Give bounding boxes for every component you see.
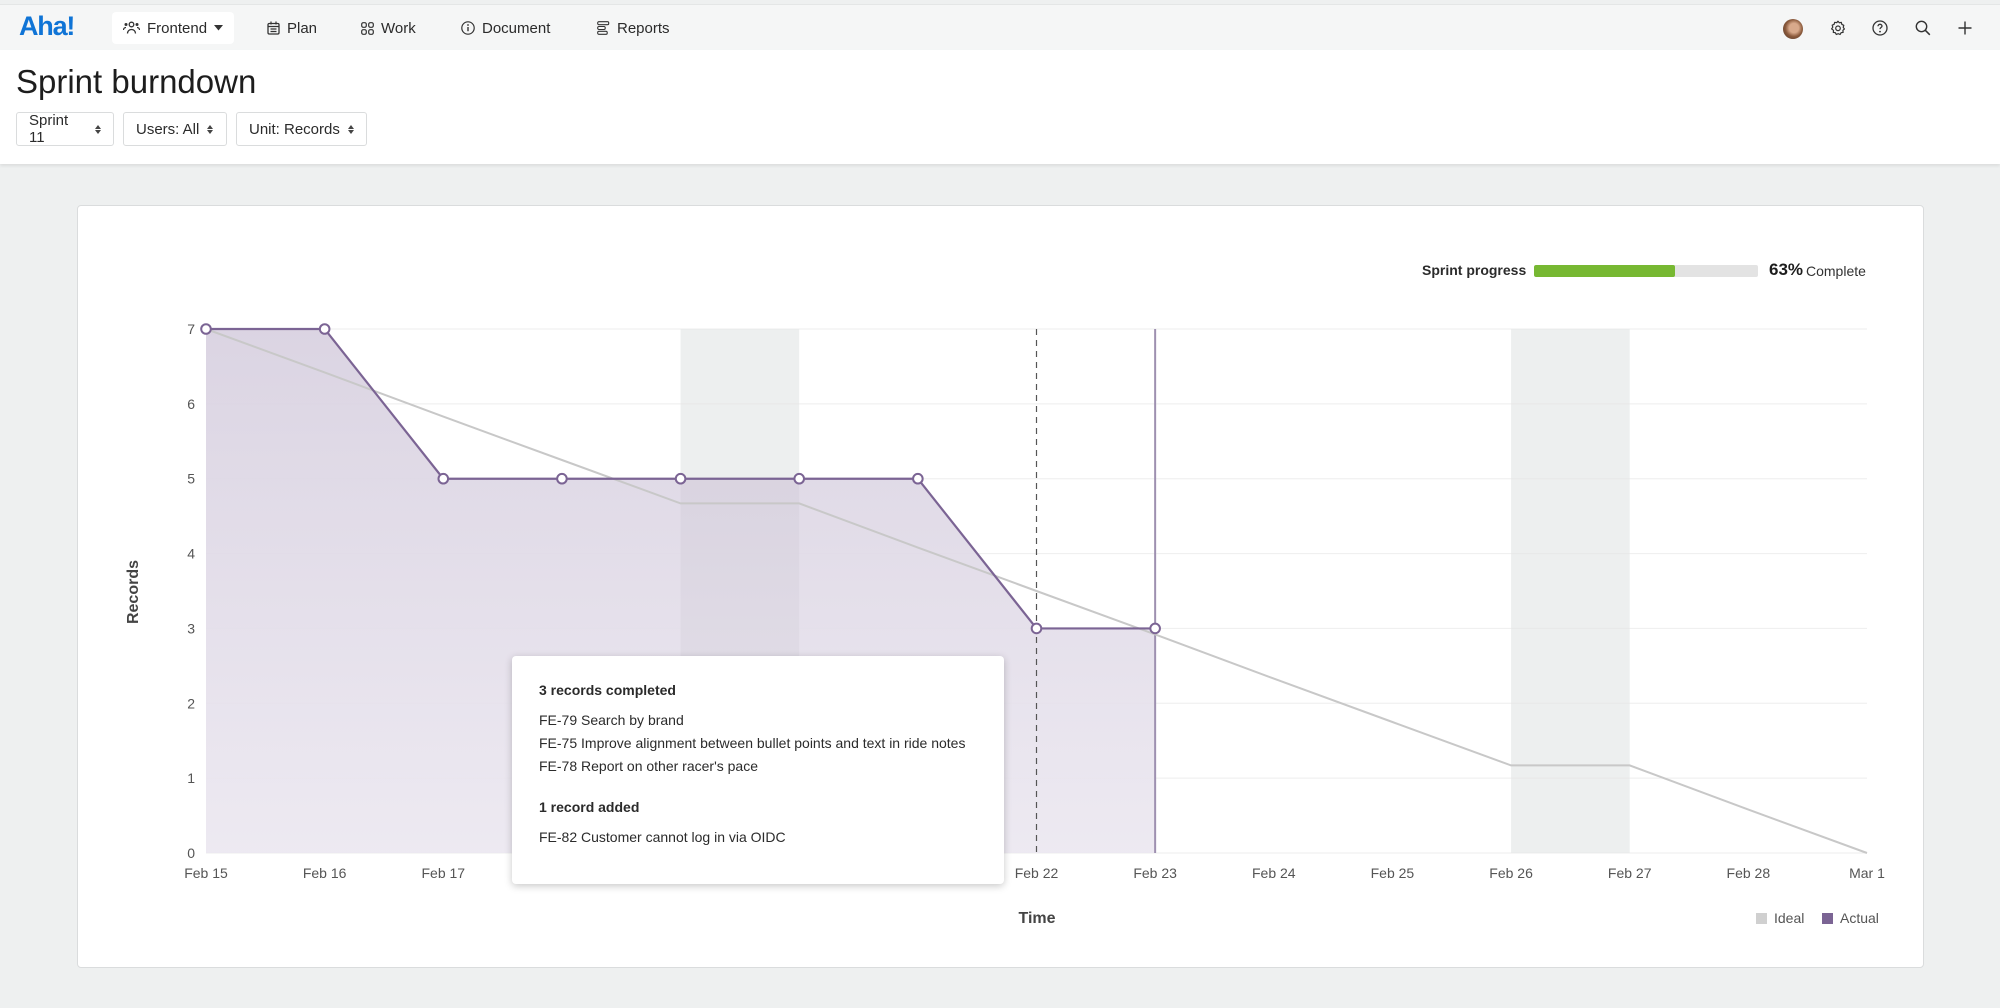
ideal-line bbox=[205, 328, 1868, 854]
sprint-progress-bar bbox=[1534, 265, 1758, 277]
sort-arrows-icon bbox=[347, 124, 354, 134]
legend-actual[interactable]: Actual bbox=[1822, 910, 1879, 926]
svg-text:Feb 27: Feb 27 bbox=[1608, 865, 1652, 881]
info-icon bbox=[461, 21, 475, 35]
tooltip-added-heading: 1 record added bbox=[539, 799, 640, 815]
svg-text:Feb 24: Feb 24 bbox=[1252, 865, 1296, 881]
tooltip-completed-item: FE-78 Report on other racer's pace bbox=[539, 758, 759, 774]
workspace-label: Frontend bbox=[147, 19, 208, 37]
tooltip-completed-item: FE-75 Improve alignment between bullet p… bbox=[539, 735, 966, 751]
svg-text:7: 7 bbox=[187, 321, 195, 337]
nav-plan[interactable]: Plan bbox=[256, 12, 328, 44]
sprint-select[interactable]: Sprint 11 bbox=[16, 112, 114, 146]
svg-text:2: 2 bbox=[187, 695, 195, 711]
svg-text:5: 5 bbox=[187, 471, 195, 487]
svg-text:Feb 23: Feb 23 bbox=[1133, 865, 1177, 881]
svg-text:Feb 17: Feb 17 bbox=[421, 865, 465, 881]
ideal-swatch bbox=[1756, 912, 1767, 924]
page-title: Sprint burndown bbox=[16, 63, 257, 100]
svg-text:Feb 26: Feb 26 bbox=[1489, 865, 1533, 881]
y-axis-ticks: 0 1 2 3 4 5 6 7 bbox=[187, 321, 195, 861]
sprint-progress-complete-text: Complete bbox=[1806, 263, 1866, 279]
chart-tooltip: 3 records completed FE-79 Search by bran… bbox=[512, 656, 1004, 884]
nav-plan-label: Plan bbox=[287, 19, 318, 37]
sprint-progress-label: Sprint progress bbox=[1422, 262, 1527, 278]
aha-logo[interactable]: Aha! bbox=[19, 11, 75, 41]
users-select-label: Users: All bbox=[136, 120, 200, 138]
svg-text:Mar 1: Mar 1 bbox=[1849, 865, 1885, 881]
svg-text:1: 1 bbox=[187, 770, 195, 786]
svg-text:Feb 22: Feb 22 bbox=[1015, 865, 1059, 881]
workspace-switcher[interactable]: Frontend bbox=[112, 12, 235, 44]
legend-ideal[interactable]: Ideal bbox=[1756, 910, 1804, 926]
team-icon bbox=[123, 21, 140, 35]
help-icon[interactable] bbox=[1869, 17, 1891, 39]
actual-swatch bbox=[1822, 912, 1833, 924]
reports-icon bbox=[597, 21, 610, 35]
search-icon[interactable] bbox=[1912, 17, 1934, 39]
top-nav-bar: Aha! Frontend Plan Work Document Reports bbox=[0, 4, 2000, 50]
nav-document[interactable]: Document bbox=[450, 12, 561, 44]
sprint-progress-fill bbox=[1534, 265, 1676, 277]
nav-document-label: Document bbox=[482, 19, 551, 37]
svg-text:Feb 28: Feb 28 bbox=[1727, 865, 1771, 881]
svg-text:6: 6 bbox=[187, 396, 195, 412]
nav-reports-label: Reports bbox=[617, 19, 670, 37]
actual-data-points[interactable] bbox=[200, 323, 1161, 635]
page-header: Sprint burndown Sprint 11 Users: All Uni… bbox=[0, 50, 2000, 164]
sort-arrows-icon bbox=[95, 124, 101, 134]
avatar[interactable] bbox=[1783, 19, 1803, 39]
unit-select[interactable]: Unit: Records bbox=[236, 112, 367, 146]
x-axis-title: Time bbox=[1018, 910, 1055, 927]
unit-select-label: Unit: Records bbox=[249, 120, 340, 138]
plus-icon[interactable] bbox=[1954, 17, 1976, 39]
tooltip-added-item: FE-82 Customer cannot log in via OIDC bbox=[539, 829, 786, 845]
y-axis-title: Records bbox=[125, 560, 142, 624]
tooltip-completed-item: FE-79 Search by brand bbox=[539, 712, 684, 728]
sort-arrows-icon bbox=[207, 124, 214, 134]
legend-ideal-label: Ideal bbox=[1774, 910, 1805, 926]
gear-icon[interactable] bbox=[1827, 17, 1849, 39]
nav-reports[interactable]: Reports bbox=[586, 12, 681, 44]
x-axis-ticks: Feb 15 Feb 16 Feb 17 Feb 22 Feb 23 Feb 24 Feb … bbox=[184, 865, 1885, 881]
svg-text:Feb 16: Feb 16 bbox=[303, 865, 347, 881]
svg-text:3: 3 bbox=[187, 620, 195, 636]
sprint-select-label: Sprint 11 bbox=[29, 112, 69, 146]
calendar-icon bbox=[267, 21, 280, 35]
users-select[interactable]: Users: All bbox=[123, 112, 227, 146]
sprint-progress-percent: 63% bbox=[1769, 260, 1804, 279]
tooltip-completed-heading: 3 records completed bbox=[539, 682, 676, 698]
nav-work[interactable]: Work bbox=[350, 12, 427, 44]
legend-actual-label: Actual bbox=[1840, 910, 1879, 926]
caret-down-icon bbox=[214, 25, 224, 31]
grid-icon bbox=[361, 21, 374, 35]
svg-text:4: 4 bbox=[187, 546, 195, 562]
svg-text:Feb 15: Feb 15 bbox=[184, 865, 228, 881]
svg-text:Feb 25: Feb 25 bbox=[1371, 865, 1415, 881]
nav-work-label: Work bbox=[381, 19, 416, 37]
svg-text:0: 0 bbox=[187, 845, 195, 861]
